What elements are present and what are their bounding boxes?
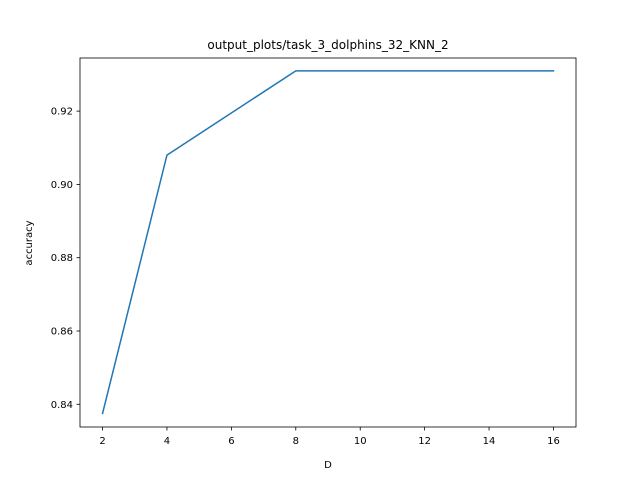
x-tick-label: 10 xyxy=(354,436,367,447)
x-tick-label: 14 xyxy=(483,436,496,447)
x-tick-label: 8 xyxy=(293,436,299,447)
y-tick-label: 0.86 xyxy=(51,326,73,337)
x-axis-label: D xyxy=(324,460,332,471)
x-tick-label: 6 xyxy=(228,436,234,447)
y-axis-label: accuracy xyxy=(24,220,35,265)
x-tick-label: 4 xyxy=(164,436,170,447)
series-line-1 xyxy=(101,70,555,415)
axes-frame xyxy=(79,57,577,428)
y-axis-ticks: 0.84 0.86 0.88 0.90 0.92 xyxy=(51,107,80,411)
y-tick-label: 0.90 xyxy=(51,180,73,191)
y-tick-label: 0.92 xyxy=(51,107,73,118)
y-tick-label: 0.84 xyxy=(51,400,73,411)
chart-title: output_plots/task_3_dolphins_32_KNN_2 xyxy=(207,38,448,52)
y-tick-label: 0.88 xyxy=(51,253,73,264)
plot-area: 2 4 6 8 10 12 14 16 0.84 0.86 0.88 0.90 0.92 xyxy=(51,57,577,447)
x-tick-label: 16 xyxy=(547,436,560,447)
series-layer xyxy=(101,70,555,415)
x-tick-label: 12 xyxy=(418,436,431,447)
x-axis-ticks: 2 4 6 8 10 12 14 16 xyxy=(99,427,560,447)
x-tick-label: 2 xyxy=(99,436,105,447)
